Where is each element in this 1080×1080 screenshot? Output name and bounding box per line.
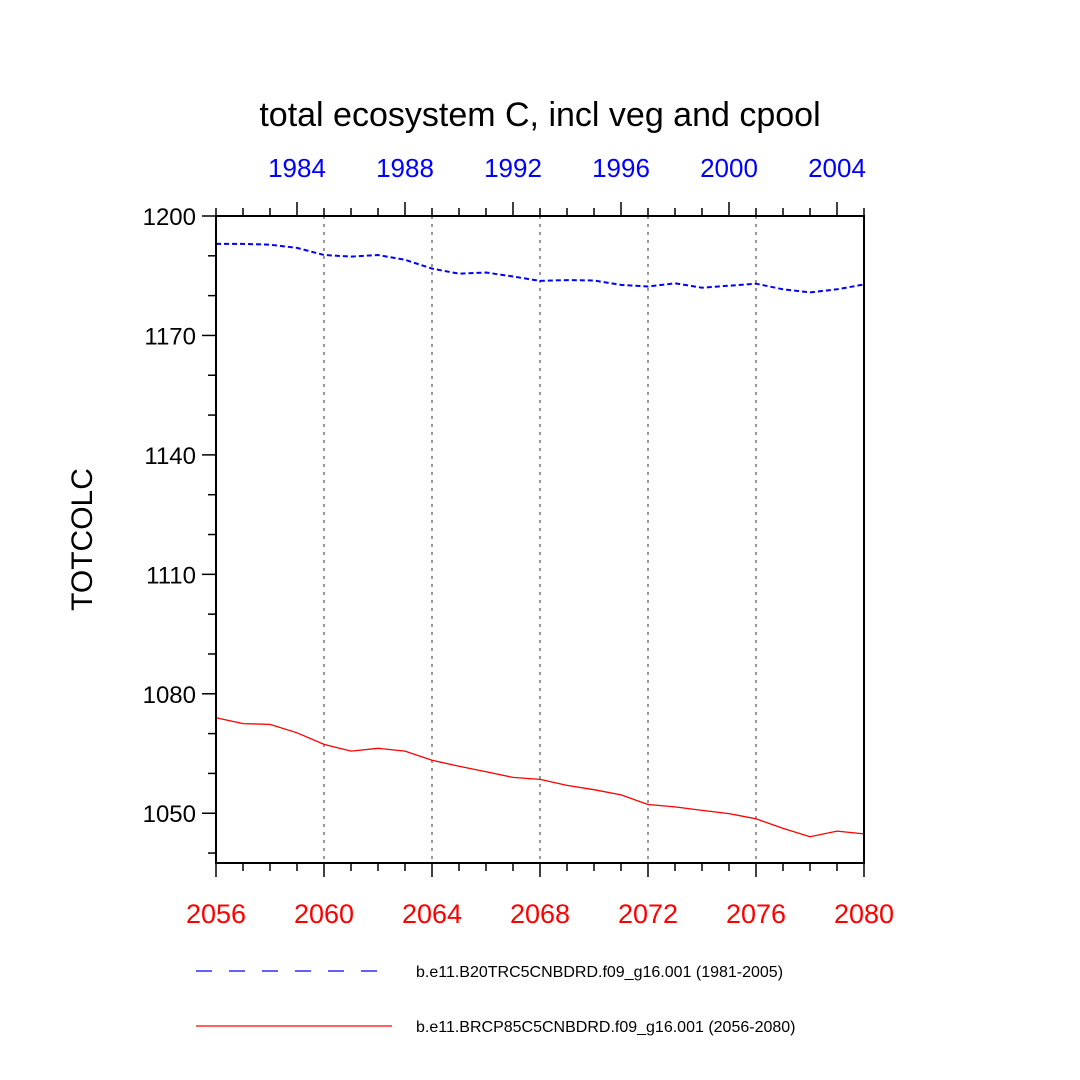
y-tick-label: 1080 xyxy=(143,682,196,709)
x-top-tick-label: 2004 xyxy=(808,153,866,183)
x-bottom-tick-label: 2056 xyxy=(186,899,246,929)
series-line-1 xyxy=(216,242,865,294)
y-axis-label: TOTCOLC xyxy=(66,468,99,611)
x-top-tick-label: 1984 xyxy=(268,153,326,183)
y-tick-label: 1140 xyxy=(144,443,196,470)
x-bottom-tick-label: 2076 xyxy=(726,899,786,929)
axis-ticks: 1050 1080 1110 1140 1170 1200 2056 2060 2064 2068… xyxy=(143,153,894,929)
y-tick-label: 1170 xyxy=(144,323,196,350)
series-line-2 xyxy=(215,717,865,838)
x-top-tick-label: 1988 xyxy=(376,153,434,183)
x-top-tick-label: 1996 xyxy=(592,153,650,183)
x-bottom-tick-label: 2068 xyxy=(510,899,570,929)
y-tick-label: 1050 xyxy=(143,801,196,828)
y-tick-label: 1200 xyxy=(143,204,196,231)
series-layer xyxy=(215,242,865,838)
x-bottom-tick-label: 2080 xyxy=(834,899,894,929)
legend-label-1: b.e11.B20TRC5CNBDRD.f09_g16.001 (1981-20… xyxy=(416,964,783,981)
legend-label-2: b.e11.BRCP85C5CNBDRD.f09_g16.001 (2056-2… xyxy=(416,1019,795,1036)
x-bottom-tick-label: 2064 xyxy=(402,899,462,929)
grid-lines xyxy=(323,216,757,863)
legend: b.e11.B20TRC5CNBDRD.f09_g16.001 (1981-20… xyxy=(196,964,795,1036)
chart-title: total ecosystem C, incl veg and cpool xyxy=(259,96,820,134)
x-top-tick-label: 2000 xyxy=(700,153,758,183)
x-bottom-tick-label: 2060 xyxy=(294,899,354,929)
x-top-tick-label: 1992 xyxy=(484,153,542,183)
x-bottom-tick-label: 2072 xyxy=(618,899,678,929)
y-tick-label: 1110 xyxy=(146,562,196,589)
